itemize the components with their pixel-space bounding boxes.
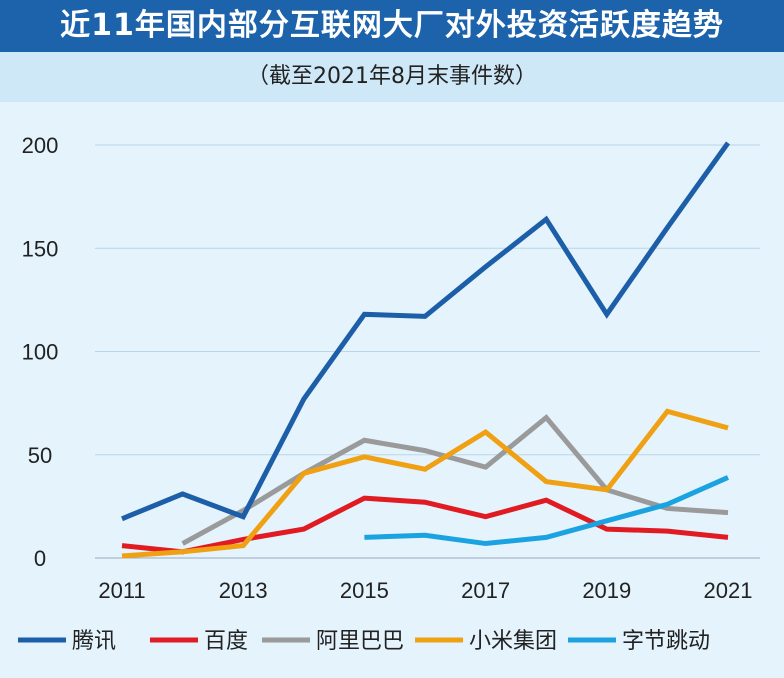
legend-label: 小米集团 <box>469 629 557 654</box>
y-tick-label: 200 <box>22 133 59 158</box>
series-line-0 <box>121 141 731 522</box>
x-tick-label: 2021 <box>704 578 753 603</box>
y-tick-label: 150 <box>22 236 59 261</box>
chart-title: 近11年国内部分互联网大厂对外投资活跃度趋势 <box>0 0 784 52</box>
x-tick-label: 2019 <box>582 578 631 603</box>
series-line-2 <box>181 414 729 546</box>
y-tick-label: 100 <box>22 340 59 365</box>
x-tick-label: 2011 <box>98 578 145 603</box>
series-line-4 <box>364 475 730 547</box>
x-tick-label: 2015 <box>340 578 389 603</box>
legend-label: 字节跳动 <box>622 629 710 654</box>
series-line-3 <box>121 408 729 559</box>
series-line-1 <box>121 495 729 555</box>
legend-label: 阿里巴巴 <box>316 629 404 654</box>
x-tick-label: 2013 <box>219 578 268 603</box>
x-tick-label: 2017 <box>461 578 510 603</box>
chart-subtitle: （截至2021年8月末事件数） <box>0 52 784 102</box>
y-tick-label: 50 <box>28 443 52 468</box>
legend-label: 百度 <box>204 629 248 654</box>
y-tick-label: 0 <box>34 546 46 571</box>
legend-label: 腾讯 <box>72 629 116 654</box>
